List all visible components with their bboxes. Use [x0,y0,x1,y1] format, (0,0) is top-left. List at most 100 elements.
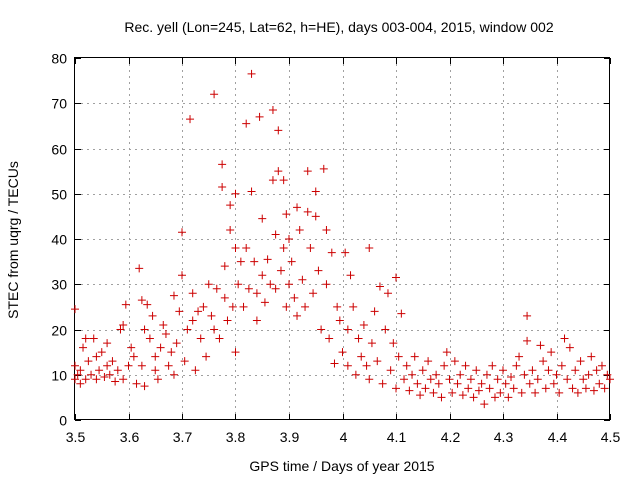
data-point [151,366,160,375]
data-point [552,370,561,379]
data-point [367,339,376,348]
data-point [89,334,98,343]
data-point [365,375,374,384]
data-point [71,375,79,384]
data-point [140,382,149,391]
data-point [456,370,465,379]
data-point [520,370,529,379]
data-point [268,176,277,185]
x-tick-label: 4.5 [601,429,621,445]
data-point [103,361,112,370]
data-point [330,359,339,368]
data-point [493,375,502,384]
data-point [333,302,342,311]
data-point [274,167,283,176]
data-point [373,357,382,366]
data-point [587,352,596,361]
data-point [354,334,363,343]
data-point [386,366,395,375]
data-point [204,280,213,289]
data-point [81,375,90,384]
data-point [603,370,612,379]
data-point [148,311,157,320]
data-point [295,225,304,234]
data-point [474,386,483,395]
x-axis-label: GPS time / Days of year 2015 [249,458,434,474]
data-point [571,366,580,375]
data-point [319,164,328,173]
x-tick-label: 4.4 [548,429,568,445]
data-point [539,357,548,366]
y-tick-label: 10 [51,368,67,384]
data-point [132,379,141,388]
data-point [490,393,499,402]
data-point [263,255,272,264]
data-point [260,298,269,307]
data-point [322,280,331,289]
data-point [95,366,104,375]
data-point [175,307,184,316]
data-point [461,361,470,370]
y-tick-label: 20 [51,323,67,339]
data-point [442,348,451,357]
data-point [108,357,117,366]
data-point [434,379,443,388]
x-tick-label: 3.9 [280,429,300,445]
data-points [71,69,614,409]
axis-ticks: 3.5 3.6 3.7 3.8 3.9 4 4.1 4.2 4.3 4.4 4.5 0 10 20 30 40… [51,51,620,446]
data-point [183,325,192,334]
data-point [194,307,203,316]
data-point [285,235,293,243]
data-point [215,334,224,343]
data-point [73,370,82,379]
data-point [145,334,154,343]
x-tick-label: 3.5 [66,429,86,445]
data-point [180,357,189,366]
data-point [231,348,240,357]
data-point [563,375,572,384]
data-point [127,343,136,352]
data-point [429,388,438,397]
data-point [592,366,601,375]
data-point [293,203,302,212]
data-point [140,325,149,334]
data-point [440,361,449,370]
x-tick-label: 4 [340,429,348,445]
data-point [111,377,120,386]
data-point [547,348,556,357]
data-point [119,375,128,384]
data-point [220,262,229,271]
data-point [383,289,392,298]
data-point [244,284,253,293]
data-point [557,361,566,370]
data-point [579,375,588,384]
data-point [528,366,537,375]
data-point [389,339,398,348]
data-point [544,366,553,375]
data-point [153,375,162,384]
data-point [231,244,240,253]
data-point [464,384,473,393]
data-point [488,361,497,370]
y-tick-label: 30 [51,277,67,293]
data-point [413,379,422,388]
data-point [507,373,516,382]
data-point [226,225,235,234]
data-point [290,293,299,302]
data-point [549,379,558,388]
data-point [581,384,590,393]
data-point [172,339,181,348]
data-point [472,366,481,375]
data-point [285,280,293,289]
data-point [92,352,101,361]
data-point [515,352,524,361]
x-tick-label: 3.6 [120,429,140,445]
data-point [432,370,441,379]
data-point [426,375,435,384]
data-point [504,393,513,402]
data-point [161,330,170,339]
data-point [303,167,312,176]
data-point [482,370,491,379]
data-point [226,201,235,210]
